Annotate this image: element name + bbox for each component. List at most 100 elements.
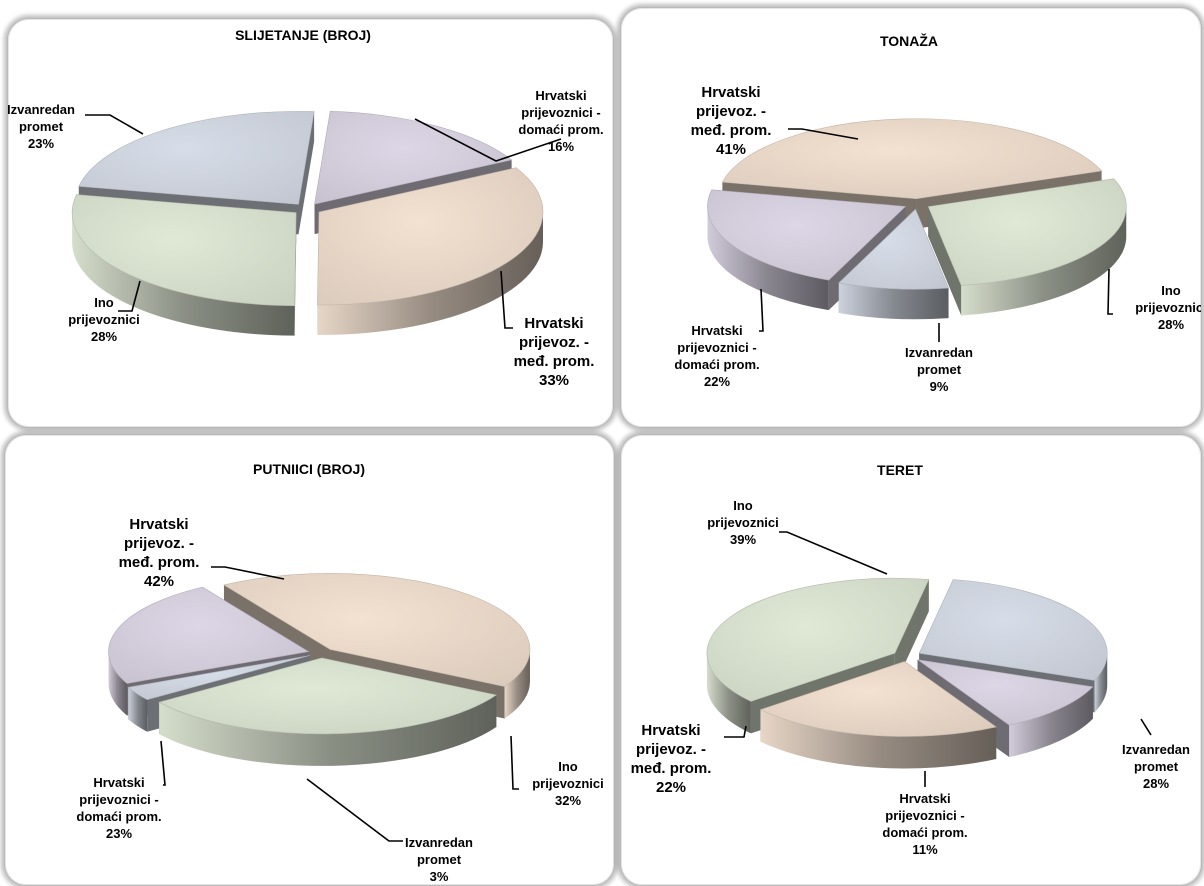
slice-cut-ino-prijevoznici xyxy=(894,579,929,686)
slice-percent-label: 33% xyxy=(539,372,569,389)
slice-side-izvanredan-promet xyxy=(1094,653,1108,713)
slice-name-line: Izvanredan xyxy=(405,835,473,850)
slice-ino-prijevoznici xyxy=(71,194,297,306)
slice-percent-label: 28% xyxy=(1158,317,1184,332)
slice-name-line: Hrvatski xyxy=(691,323,742,338)
pie-chart-tonaza: TONAŽA Hrvatski prijevoz. - međ. prom. 41% In… xyxy=(674,32,1201,394)
slice-hrvatski-prijevoz-med-prom xyxy=(223,573,531,687)
slice-name-line: Hrvatski xyxy=(524,315,583,332)
slice-name-line: prijevoz. - xyxy=(519,334,589,351)
slice-name-line: Hrvatski xyxy=(701,84,760,101)
slice-label: Izvanredan promet 9% xyxy=(905,345,973,394)
slice-side-hrvatski-prijevoznici-domaci-prom xyxy=(108,651,127,716)
slice-name-line: Izvanredan xyxy=(905,345,973,360)
slice-name-line: promet xyxy=(917,362,962,377)
slice-label: Ino prijevoznici 28% xyxy=(1135,283,1201,332)
slice-name-line: prijevoznici xyxy=(1135,300,1201,315)
chart-panel-putnici: PUTNIICI (BROJ) Hrvatski prijevoz. - međ. p… xyxy=(4,434,615,886)
leader-line xyxy=(160,740,166,786)
slice-name-line: Hrvatski xyxy=(641,722,700,739)
slice-percent-label: 41% xyxy=(716,141,746,158)
slice-label: Izvanredan promet 28% xyxy=(1122,742,1190,791)
slice-cut-ino-prijevoznici xyxy=(928,206,962,316)
slice-name-line: promet xyxy=(417,852,462,867)
slice-name-line: Ino xyxy=(558,759,578,774)
slice-side-izvanredan-promet xyxy=(838,282,949,320)
slice-percent-label: 16% xyxy=(548,139,574,154)
chart-title: PUTNIICI (BROJ) xyxy=(253,461,365,477)
slice-side-ino-prijevoznici xyxy=(72,212,295,336)
slice-label: Ino prijevoznici 39% xyxy=(707,498,779,547)
slice-label: Ino prijevoznici 32% xyxy=(532,759,604,808)
slice-name-line: međ. prom. xyxy=(631,760,712,777)
slice-name-line: prijevoz. - xyxy=(696,103,766,120)
slice-side-hrvatski-prijevoznici-domaci-prom xyxy=(1009,686,1093,758)
leader-line xyxy=(1140,718,1152,736)
slice-name-line: prijevoznici - xyxy=(79,792,158,807)
slice-side-hrvatski-prijevoz-med-prom xyxy=(760,709,997,769)
slice-percent-label: 23% xyxy=(28,136,54,151)
chart-panel-teret: TERET Ino prijevoznici 39% Izvanredan promet 2… xyxy=(620,434,1202,886)
slice-ino-prijevoznici xyxy=(706,577,930,702)
slice-label: Ino prijevoznici 28% xyxy=(68,295,140,344)
slice-name-line: Ino xyxy=(1161,283,1181,298)
slice-side-ino-prijevoznici xyxy=(706,653,751,734)
slice-izvanredan-promet xyxy=(838,208,949,290)
slice-name-line: prijevoznici - xyxy=(677,340,756,355)
slice-name-line: prijevoznici - xyxy=(885,808,964,823)
leader-line xyxy=(414,118,562,162)
slice-name-line: prijevoz. - xyxy=(124,535,194,552)
leader-line xyxy=(510,735,519,790)
slice-name-line: međ. prom. xyxy=(514,353,595,370)
slice-hrvatski-prijevoznici-domaci-prom xyxy=(314,111,513,205)
slice-name-line: promet xyxy=(1134,759,1179,774)
pie-chart-slijetanje: SLIJETANJE (BROJ) Hrvatski prijevoznici - d… xyxy=(8,27,604,389)
slice-name-line: domaći prom. xyxy=(674,357,759,372)
slice-label: Hrvatski prijevoz. - međ. prom. 42% xyxy=(119,516,200,590)
slice-percent-label: 11% xyxy=(912,842,938,857)
slice-label: Izvanredan promet 3% xyxy=(405,835,473,884)
slice-hrvatski-prijevoz-med-prom xyxy=(317,167,544,306)
slice-name-line: prijevoznici xyxy=(68,312,140,327)
slice-side-ino-prijevoznici xyxy=(159,695,497,766)
slice-label: Hrvatski prijevoznici - domaći prom. 16% xyxy=(518,88,603,154)
slice-label: Hrvatski prijevoz. - međ. prom. 41% xyxy=(691,84,772,158)
slice-label: Hrvatski prijevoznici - domaći prom. 23% xyxy=(76,775,161,841)
slice-percent-label: 3% xyxy=(430,869,449,884)
slice-name-line: promet xyxy=(19,119,64,134)
slice-izvanredan-promet xyxy=(78,111,315,205)
slice-name-line: prijevoz. - xyxy=(636,741,706,758)
slice-name-line: Hrvatski xyxy=(535,88,586,103)
pie-chart-putnici: PUTNIICI (BROJ) Hrvatski prijevoz. - međ. p… xyxy=(76,461,604,884)
slice-percent-label: 42% xyxy=(144,573,174,590)
slice-name-line: Hrvatski xyxy=(899,791,950,806)
leader-line xyxy=(211,566,285,580)
chart-panel-tonaza: TONAŽA Hrvatski prijevoz. - međ. prom. 41% In… xyxy=(620,7,1202,428)
leader-line xyxy=(306,778,403,842)
slice-side-ino-prijevoznici xyxy=(961,206,1127,316)
slice-hrvatski-prijevoz-med-prom xyxy=(759,661,997,737)
slice-hrvatski-prijevoznici-domaci-prom xyxy=(707,189,907,281)
leader-line xyxy=(85,114,144,135)
slice-label: Hrvatski prijevoznici - domaći prom. 22% xyxy=(674,323,759,389)
slice-label: Izvanredan promet 23% xyxy=(8,102,75,151)
slice-name-line: Ino xyxy=(94,295,114,310)
slice-hrvatski-prijevoznici-domaci-prom xyxy=(108,586,310,684)
slice-name-line: Ino xyxy=(733,498,753,513)
slice-hrvatski-prijevoz-med-prom xyxy=(721,118,1103,200)
pie-chart-teret: TERET Ino prijevoznici 39% Izvanredan promet 2… xyxy=(631,462,1190,857)
slice-cut-izvanredan-promet xyxy=(298,111,315,235)
slice-name-line: međ. prom. xyxy=(691,122,772,139)
slice-name-line: domaći prom. xyxy=(76,809,161,824)
slice-side-hrvatski-prijevoznici-domaci-prom xyxy=(707,206,829,311)
leader-line xyxy=(759,288,764,332)
slice-percent-label: 32% xyxy=(555,793,581,808)
slice-ino-prijevoznici xyxy=(158,657,498,735)
leader-line xyxy=(779,531,888,575)
slice-side-izvanredan-promet xyxy=(128,687,148,732)
slice-percent-label: 28% xyxy=(91,329,117,344)
chart-title: SLIJETANJE (BROJ) xyxy=(235,27,371,43)
leader-line xyxy=(1107,268,1113,315)
chart-title: TONAŽA xyxy=(880,32,938,49)
